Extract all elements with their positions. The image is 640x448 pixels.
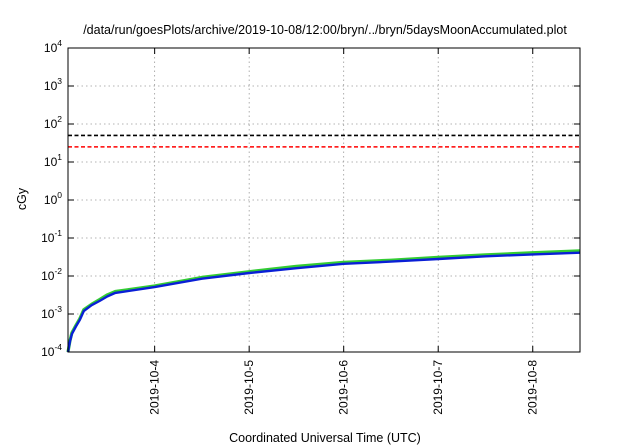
y-tick-label-base: 10: [44, 155, 58, 169]
x-tick-label: 2019-10-7: [431, 360, 445, 415]
y-tick-label-base: 10: [41, 269, 55, 283]
y-tick-label: 100: [44, 190, 62, 207]
y-tick-label-exponent: 2: [57, 114, 62, 124]
y-tick-label: 10-2: [41, 266, 62, 283]
y-tick-label-base: 10: [41, 231, 55, 245]
y-tick-label: 103: [44, 76, 62, 93]
x-tick-label: 2019-10-4: [148, 360, 162, 415]
axis-ticks: 10-410-310-210-11001011021031042019-10-4…: [41, 38, 580, 415]
y-tick-label-base: 10: [44, 117, 58, 131]
y-tick-label: 104: [44, 38, 62, 55]
y-tick-label: 102: [44, 114, 62, 131]
y-tick-label: 10-1: [41, 228, 62, 245]
y-tick-label-exponent: 0: [57, 190, 62, 200]
y-tick-label-base: 10: [41, 307, 55, 321]
y-tick-label-exponent: 4: [57, 38, 62, 48]
y-tick-label-base: 10: [41, 345, 55, 359]
x-tick-label: 2019-10-8: [526, 360, 540, 415]
y-tick-label-exponent: 1: [57, 152, 62, 162]
y-tick-label-base: 10: [44, 193, 58, 207]
y-tick-label-exponent: -4: [54, 342, 62, 352]
threshold-lines: [68, 134, 580, 148]
y-tick-label-base: 10: [44, 79, 58, 93]
x-axis-label: Coordinated Universal Time (UTC): [229, 431, 421, 445]
series-line-blue: [66, 251, 581, 353]
x-tick-label: 2019-10-6: [337, 360, 351, 415]
grid: [68, 48, 580, 352]
y-axis-label: cGy: [15, 187, 29, 210]
y-tick-label: 101: [44, 152, 62, 169]
y-tick-label-exponent: 3: [57, 76, 62, 86]
y-tick-label: 10-3: [41, 304, 62, 321]
y-tick-label: 10-4: [41, 342, 62, 359]
chart-title: /data/run/goesPlots/archive/2019-10-08/1…: [83, 23, 567, 37]
y-tick-label-exponent: -1: [54, 228, 62, 238]
y-tick-label-exponent: -3: [54, 304, 62, 314]
x-tick-label: 2019-10-5: [242, 360, 256, 415]
series-lines: [66, 249, 581, 353]
y-tick-label-exponent: -2: [54, 266, 62, 276]
y-tick-label-base: 10: [44, 41, 58, 55]
